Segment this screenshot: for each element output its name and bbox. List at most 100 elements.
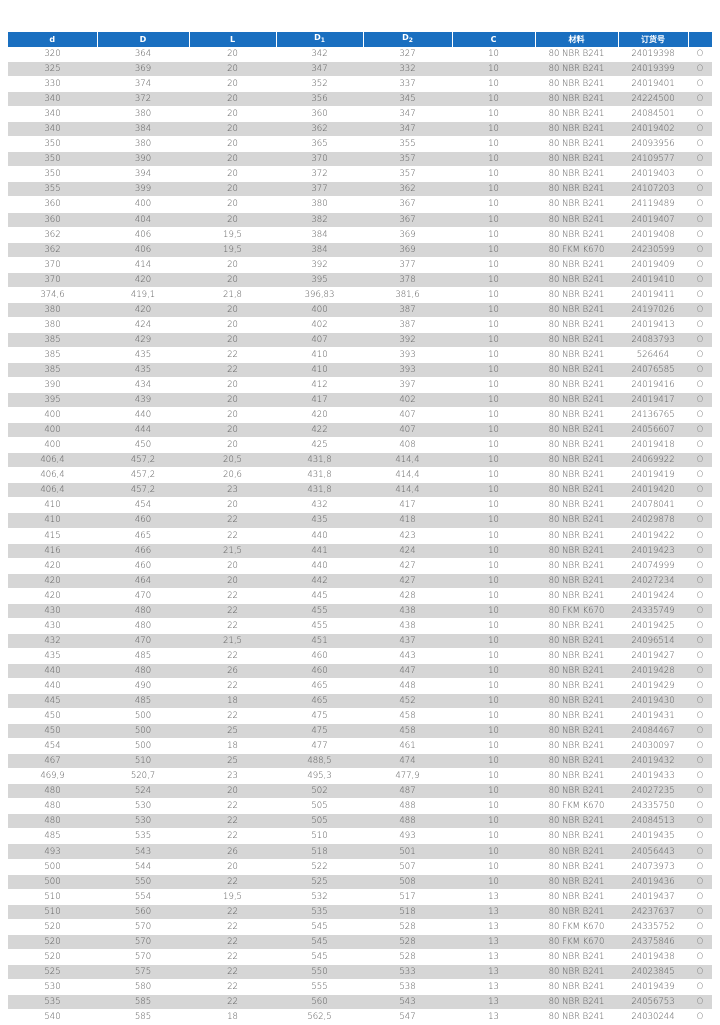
cell-D: 570 bbox=[97, 949, 189, 965]
cell-C: 10 bbox=[452, 828, 535, 845]
cell-material: 80 NBR B241 bbox=[535, 91, 618, 108]
cell-D: 480 bbox=[97, 603, 189, 619]
cell-order-no: 24019430 bbox=[618, 693, 688, 710]
cell-order-no: 24019413 bbox=[618, 317, 688, 333]
cell-D1: 442 bbox=[276, 573, 363, 589]
cell-L: 20 bbox=[189, 136, 276, 153]
cell-order-no: 24019411 bbox=[618, 287, 688, 303]
cell-D2: 347 bbox=[363, 106, 452, 123]
cell-availability-mark: O bbox=[688, 768, 712, 785]
cell-L: 22 bbox=[189, 813, 276, 830]
cell-D2: 533 bbox=[363, 964, 452, 980]
col-header-L: L bbox=[188, 32, 276, 47]
cell-material: 80 FKM K670 bbox=[535, 919, 618, 935]
cell-C: 10 bbox=[452, 723, 535, 740]
cell-D2: 458 bbox=[363, 723, 452, 740]
cell-d: 415 bbox=[8, 528, 97, 544]
cell-C: 10 bbox=[452, 482, 535, 499]
cell-availability-mark: O bbox=[688, 994, 712, 1011]
cell-C: 10 bbox=[452, 91, 535, 108]
cell-C: 10 bbox=[452, 783, 535, 800]
cell-material: 80 NBR B241 bbox=[535, 979, 618, 995]
cell-D1: 475 bbox=[276, 723, 363, 740]
cell-material: 80 NBR B241 bbox=[535, 618, 618, 634]
cell-material: 80 NBR B241 bbox=[535, 407, 618, 424]
cell-L: 20 bbox=[189, 91, 276, 108]
cell-material: 80 NBR B241 bbox=[535, 437, 618, 454]
cell-material: 80 NBR B241 bbox=[535, 813, 618, 830]
cell-D1: 356 bbox=[276, 91, 363, 108]
cell-availability-mark: O bbox=[688, 648, 712, 664]
cell-material: 80 NBR B241 bbox=[535, 663, 618, 679]
cell-availability-mark: O bbox=[688, 558, 712, 574]
cell-availability-mark: O bbox=[688, 964, 712, 980]
table-row: 385 429 20 407 392 10 80 NBR B241 24083793 O bbox=[8, 332, 712, 348]
cell-order-no: 24230599 bbox=[618, 242, 688, 258]
cell-D2: 427 bbox=[363, 558, 452, 574]
cell-d: 420 bbox=[8, 588, 97, 604]
cell-D1: 545 bbox=[276, 919, 363, 935]
cell-D: 414 bbox=[97, 257, 189, 273]
table-row: 535 585 22 560 543 13 80 NBR B241 24056753 O bbox=[8, 994, 712, 1011]
cell-availability-mark: O bbox=[688, 843, 712, 860]
cell-D2: 387 bbox=[363, 317, 452, 333]
table-row: 395 439 20 417 402 10 80 NBR B241 24019417 O bbox=[8, 392, 712, 409]
cell-availability-mark: O bbox=[688, 227, 712, 243]
table-row: 390 434 20 412 397 10 80 NBR B241 24019416 O bbox=[8, 377, 712, 394]
cell-availability-mark: O bbox=[688, 723, 712, 740]
cell-C: 10 bbox=[452, 151, 535, 168]
cell-d: 362 bbox=[8, 227, 97, 243]
cell-D1: 347 bbox=[276, 61, 363, 78]
cell-order-no: 24019422 bbox=[618, 528, 688, 544]
cell-d: 467 bbox=[8, 753, 97, 770]
cell-D: 520,7 bbox=[97, 768, 189, 785]
cell-D2: 393 bbox=[363, 347, 452, 363]
table-row: 500 550 22 525 508 10 80 NBR B241 24019436 O bbox=[8, 874, 712, 890]
cell-d: 400 bbox=[8, 407, 97, 424]
cell-d: 390 bbox=[8, 377, 97, 394]
cell-C: 10 bbox=[452, 47, 535, 63]
cell-D1: 372 bbox=[276, 166, 363, 183]
cell-L: 22 bbox=[189, 362, 276, 379]
cell-material: 80 NBR B241 bbox=[535, 693, 618, 710]
cell-d: 360 bbox=[8, 196, 97, 213]
cell-C: 10 bbox=[452, 332, 535, 348]
cell-order-no: 24073973 bbox=[618, 859, 688, 875]
cell-D2: 447 bbox=[363, 663, 452, 679]
cell-order-no: 24019416 bbox=[618, 377, 688, 394]
table-row: 350 380 20 365 355 10 80 NBR B241 24093956 O bbox=[8, 136, 712, 153]
cell-L: 22 bbox=[189, 919, 276, 935]
cell-d: 406,4 bbox=[8, 482, 97, 499]
cell-D1: 431,8 bbox=[276, 452, 363, 469]
cell-availability-mark: O bbox=[688, 934, 712, 950]
cell-D2: 424 bbox=[363, 543, 452, 559]
cell-C: 10 bbox=[452, 633, 535, 649]
cell-C: 10 bbox=[452, 61, 535, 78]
cell-L: 20 bbox=[189, 257, 276, 273]
table-row: 420 470 22 445 428 10 80 NBR B241 24019424 O bbox=[8, 588, 712, 604]
cell-material: 80 NBR B241 bbox=[535, 723, 618, 740]
cell-d: 520 bbox=[8, 919, 97, 935]
cell-D1: 562,5 bbox=[276, 1009, 363, 1025]
cell-L: 22 bbox=[189, 828, 276, 845]
cell-material: 80 NBR B241 bbox=[535, 151, 618, 168]
cell-L: 20 bbox=[189, 392, 276, 409]
cell-C: 10 bbox=[452, 753, 535, 770]
cell-D2: 458 bbox=[363, 708, 452, 725]
cell-availability-mark: O bbox=[688, 302, 712, 318]
cell-D2: 448 bbox=[363, 678, 452, 695]
cell-D: 524 bbox=[97, 783, 189, 800]
cell-D2: 538 bbox=[363, 979, 452, 995]
cell-L: 25 bbox=[189, 753, 276, 770]
cell-C: 10 bbox=[452, 813, 535, 830]
cell-d: 320 bbox=[8, 47, 97, 63]
table-row: 469,9 520,7 23 495,3 477,9 10 80 NBR B241 24019… bbox=[8, 768, 712, 785]
cell-D2: 488 bbox=[363, 798, 452, 815]
cell-D1: 555 bbox=[276, 979, 363, 995]
cell-C: 13 bbox=[452, 949, 535, 965]
cell-D: 543 bbox=[97, 843, 189, 860]
cell-D1: 402 bbox=[276, 317, 363, 333]
cell-D: 575 bbox=[97, 964, 189, 980]
cell-D: 485 bbox=[97, 648, 189, 664]
cell-material: 80 NBR B241 bbox=[535, 573, 618, 589]
